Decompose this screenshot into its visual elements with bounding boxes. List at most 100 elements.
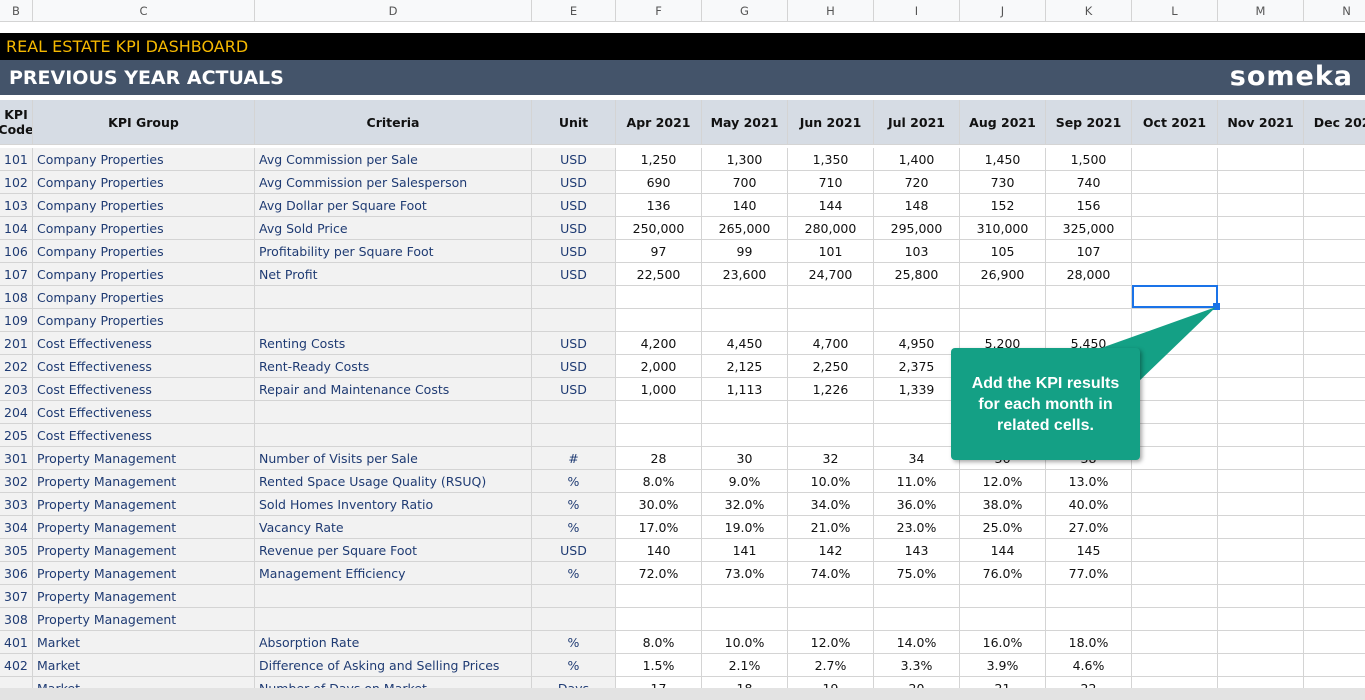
value-cell: 4,700 [788, 332, 874, 355]
column-header: Sep 2021 [1046, 100, 1132, 145]
value-cell [616, 401, 702, 424]
label-cell: 101 [0, 148, 33, 171]
value-cell: 142 [788, 539, 874, 562]
label-cell: 109 [0, 309, 33, 332]
value-cell [1304, 263, 1365, 286]
label-cell: Market [33, 677, 255, 688]
value-cell: 156 [1046, 194, 1132, 217]
value-cell [1218, 309, 1304, 332]
fill-handle[interactable] [1213, 303, 1220, 310]
value-cell: 8.0% [616, 631, 702, 654]
value-cell: 20 [874, 677, 960, 688]
value-cell [702, 401, 788, 424]
value-cell [1304, 148, 1365, 171]
value-cell: 73.0% [702, 562, 788, 585]
value-cell: 143 [874, 539, 960, 562]
value-cell: 24,700 [788, 263, 874, 286]
label-cell [532, 608, 616, 631]
value-cell [616, 608, 702, 631]
value-cell: 28 [616, 447, 702, 470]
label-cell: Cost Effectiveness [33, 355, 255, 378]
value-cell [1304, 447, 1365, 470]
value-cell [1304, 470, 1365, 493]
value-cell [1304, 378, 1365, 401]
label-cell: Rented Space Usage Quality (RSUQ) [255, 470, 532, 493]
label-cell: Company Properties [33, 148, 255, 171]
value-cell: 32 [788, 447, 874, 470]
value-cell [1132, 585, 1218, 608]
column-header: Criteria [255, 100, 532, 145]
value-cell: 99 [702, 240, 788, 263]
value-cell: 2,250 [788, 355, 874, 378]
value-cell [1218, 378, 1304, 401]
value-cell: 16.0% [960, 631, 1046, 654]
label-cell: USD [532, 148, 616, 171]
label-cell: Rent-Ready Costs [255, 355, 532, 378]
value-cell: 10.0% [702, 631, 788, 654]
value-cell: 690 [616, 171, 702, 194]
label-cell: Property Management [33, 470, 255, 493]
label-cell: 306 [0, 562, 33, 585]
value-cell [702, 424, 788, 447]
label-cell: 304 [0, 516, 33, 539]
value-cell [1132, 194, 1218, 217]
value-cell: 21.0% [788, 516, 874, 539]
value-cell [1218, 332, 1304, 355]
value-cell [1304, 493, 1365, 516]
subtitle: PREVIOUS YEAR ACTUALS [9, 67, 284, 89]
value-cell: 27.0% [1046, 516, 1132, 539]
value-cell: 74.0% [788, 562, 874, 585]
selected-cell[interactable] [1132, 285, 1218, 308]
value-cell: 22 [1046, 677, 1132, 688]
value-cell [1132, 493, 1218, 516]
label-cell: % [532, 562, 616, 585]
label-cell [0, 677, 33, 688]
label-cell: % [532, 470, 616, 493]
value-cell [1046, 286, 1132, 309]
value-cell [874, 585, 960, 608]
label-cell: # [532, 447, 616, 470]
value-cell [1304, 424, 1365, 447]
label-cell: Vacancy Rate [255, 516, 532, 539]
column-letter: B [0, 0, 33, 22]
column-header: May 2021 [702, 100, 788, 145]
value-cell [1132, 171, 1218, 194]
label-cell: Property Management [33, 493, 255, 516]
scrollbar[interactable] [0, 688, 1365, 700]
label-cell: Property Management [33, 562, 255, 585]
label-cell: % [532, 516, 616, 539]
value-cell: 710 [788, 171, 874, 194]
value-cell [1304, 217, 1365, 240]
value-cell [1304, 677, 1365, 688]
value-cell: 141 [702, 539, 788, 562]
value-cell [1046, 608, 1132, 631]
label-cell: 302 [0, 470, 33, 493]
value-cell [702, 286, 788, 309]
value-cell: 77.0% [1046, 562, 1132, 585]
value-cell [1218, 447, 1304, 470]
value-cell [1218, 631, 1304, 654]
label-cell: Revenue per Square Foot [255, 539, 532, 562]
label-cell: USD [532, 378, 616, 401]
value-cell: 4.6% [1046, 654, 1132, 677]
value-cell [1304, 516, 1365, 539]
label-cell: USD [532, 263, 616, 286]
value-cell: 9.0% [702, 470, 788, 493]
value-cell [1132, 539, 1218, 562]
value-cell [1304, 240, 1365, 263]
label-cell: Avg Commission per Sale [255, 148, 532, 171]
value-cell [1304, 171, 1365, 194]
value-cell [1132, 608, 1218, 631]
label-cell: Number of Visits per Sale [255, 447, 532, 470]
value-cell: 2,375 [874, 355, 960, 378]
value-cell: 105 [960, 240, 1046, 263]
value-cell: 8.0% [616, 470, 702, 493]
value-cell: 730 [960, 171, 1046, 194]
value-cell [1218, 355, 1304, 378]
value-cell [1132, 447, 1218, 470]
label-cell: USD [532, 355, 616, 378]
label-cell: Cost Effectiveness [33, 332, 255, 355]
value-cell [1304, 608, 1365, 631]
label-cell: Company Properties [33, 286, 255, 309]
